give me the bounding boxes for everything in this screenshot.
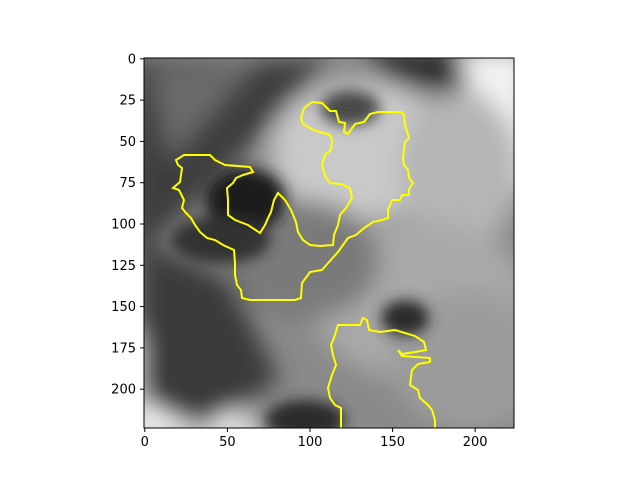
y-tick-label: 25 — [119, 94, 136, 109]
y-tick-label: 0 — [128, 52, 136, 67]
segmentation-contours — [171, 100, 436, 428]
y-tick-label: 100 — [111, 218, 136, 233]
y-axis: 0 25 50 75 100 125 150 175 200 — [111, 52, 144, 398]
y-tick-label: 125 — [111, 259, 136, 274]
axes-frame — [143, 57, 515, 429]
x-tick-label: 50 — [219, 435, 236, 450]
x-tick-label: 100 — [298, 435, 323, 450]
x-axis: 0 50 100 150 200 — [141, 428, 488, 450]
y-tick-label: 75 — [119, 176, 136, 191]
y-tick-label: 50 — [119, 135, 136, 150]
x-tick-label: 200 — [463, 435, 488, 450]
y-tick-label: 175 — [111, 341, 136, 356]
x-tick-label: 0 — [141, 435, 149, 450]
y-tick-label: 200 — [111, 383, 136, 398]
x-tick-label: 150 — [380, 435, 405, 450]
y-tick-label: 150 — [111, 300, 136, 315]
contour-upper-right — [171, 100, 415, 301]
contour-lower — [326, 316, 436, 428]
face-image — [144, 58, 514, 428]
